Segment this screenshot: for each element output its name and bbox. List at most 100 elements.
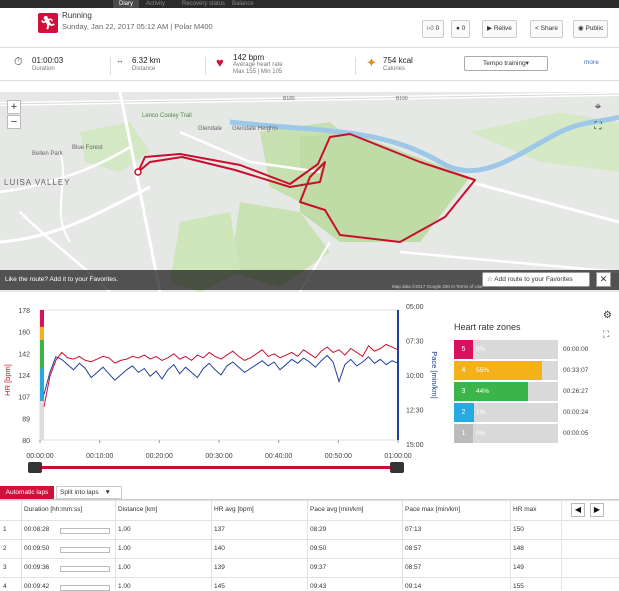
- split-label: Split into laps: [60, 489, 99, 496]
- add-route-label: Add route to your Favorites: [494, 276, 573, 283]
- hr-zone-time: 00:00:00: [563, 346, 589, 353]
- fullscreen-icon[interactable]: ⛶: [594, 121, 602, 132]
- share-button[interactable]: < Share: [530, 20, 563, 38]
- laps-tab-bar: [0, 486, 619, 500]
- table-row[interactable]: [0, 577, 619, 578]
- x-tick-label: 01:00:00: [384, 453, 411, 460]
- session-subtitle: Sunday, Jan 22, 2017 05:12 AM | Polar M4…: [62, 22, 213, 31]
- map-place-label: Glendale Heights: [232, 126, 279, 132]
- divider: [110, 57, 111, 75]
- hr-zone-time: 00:00:24: [563, 409, 589, 416]
- cell-hr-avg: 140: [214, 545, 225, 552]
- hr-zone-percent: 55%: [476, 367, 490, 374]
- cell-hr-max: 149: [513, 564, 524, 571]
- hr-zone-strip-3: [40, 339, 44, 369]
- lap-duration-bar: [60, 528, 110, 534]
- tempo-training-dropdown[interactable]: Tempo training▾: [464, 56, 548, 71]
- avg-hr-label: Average heart rate: [233, 62, 283, 68]
- range-selector-bar: [36, 466, 404, 469]
- col-hr-avg[interactable]: HR avg [bpm]: [214, 506, 254, 513]
- divider: [211, 500, 212, 590]
- settings-gear-icon[interactable]: ⚙: [603, 310, 612, 321]
- relive-label: Relive: [493, 25, 512, 32]
- map-place-label: Blue Forest: [72, 145, 103, 151]
- cell-distance: 1.00: [118, 526, 131, 533]
- share-label: Share: [540, 25, 558, 32]
- cell-distance: 1.00: [118, 564, 131, 571]
- hr-zone-time: 00:33:07: [563, 367, 589, 374]
- y-left-tick-label: 178: [18, 308, 30, 315]
- col-distance[interactable]: Distance [km]: [118, 506, 158, 513]
- x-tick-label: 00:00:00: [26, 453, 53, 460]
- calories-value: 754 kcal: [383, 56, 413, 65]
- avg-hr-value: 142 bpm: [233, 53, 265, 62]
- divider: [355, 57, 356, 75]
- range-handle-left: [28, 462, 42, 473]
- hr-pace-chart[interactable]: 178 160 142 124 107 89 80 05:00 07:30 10:00 12:30 1…: [0, 300, 619, 478]
- expand-icon[interactable]: ⛶: [603, 329, 610, 339]
- close-banner-button[interactable]: ✕: [596, 272, 611, 287]
- duration-label: Duration: [32, 66, 55, 72]
- tab-balance[interactable]: Balance: [232, 1, 254, 7]
- y-left-axis-label: HR [bpm]: [3, 364, 12, 396]
- cell-pace-max: 08:57: [405, 545, 422, 552]
- tab-recovery-status[interactable]: Recovery status: [182, 1, 226, 7]
- comment-button[interactable]: ● 0: [451, 20, 471, 38]
- star-icon: ☆: [487, 276, 493, 283]
- more-link[interactable]: more: [584, 59, 599, 66]
- visibility-button[interactable]: ◉ Public: [573, 20, 609, 38]
- running-icon: 🏃︎: [38, 13, 58, 33]
- y-left-tick-label: 124: [18, 373, 30, 380]
- road-label: B190: [396, 96, 408, 102]
- sport-title: Running: [62, 11, 92, 20]
- divider: [510, 500, 511, 590]
- tab-activity[interactable]: Activity: [146, 1, 166, 7]
- tab-automatic-laps[interactable]: Automatic laps: [0, 486, 54, 499]
- next-page-button[interactable]: ▶: [590, 503, 604, 517]
- cell-n: 1: [3, 526, 7, 533]
- hr-zone-percent: 0%: [476, 430, 486, 437]
- y-left-tick-label: 107: [18, 395, 30, 402]
- table-row[interactable]: [0, 520, 619, 521]
- zoom-out-button[interactable]: −: [7, 115, 21, 129]
- cell-pace-max: 09:14: [405, 583, 422, 590]
- range-handle-right: [390, 462, 404, 473]
- zoom-in-button[interactable]: +: [7, 100, 21, 114]
- hr-zone-row-4: 4 55%: [454, 361, 558, 380]
- y-right-tick-label: 10:00: [406, 373, 424, 380]
- y-left-tick-label: 160: [18, 330, 30, 337]
- cell-duration: 00:09:36: [24, 564, 50, 571]
- map-canvas: [0, 92, 619, 292]
- flame-icon: ✦: [366, 55, 377, 70]
- eye-icon: ◉: [578, 25, 584, 32]
- split-into-laps-dropdown[interactable]: Split into laps ▼: [56, 486, 122, 499]
- prev-page-button[interactable]: ◀: [571, 503, 585, 517]
- cell-duration: 00:09:42: [24, 583, 50, 590]
- route-map[interactable]: + − ⌖ ⛶: [0, 92, 619, 292]
- col-pace-max[interactable]: Pace max [min/km]: [405, 506, 461, 513]
- col-duration[interactable]: Duration [hh:mm:ss]: [24, 506, 83, 513]
- locate-icon[interactable]: ⌖: [594, 99, 602, 113]
- map-place-label: Glendale: [198, 126, 223, 132]
- cell-distance: 1.00: [118, 545, 131, 552]
- tab-diary[interactable]: Diary: [113, 0, 140, 8]
- col-hr-max[interactable]: HR max: [513, 506, 537, 513]
- heart-icon: ♥: [216, 55, 224, 70]
- y-right-axis-label: Pace [min/km]: [430, 351, 439, 399]
- hr-zone-percent: 1%: [476, 409, 486, 416]
- map-credit: Map data ©2017 Google 200 m Terms of Use: [392, 284, 483, 289]
- hr-zone-row-1: 1 0%: [454, 424, 558, 443]
- y-left-tick-label: 89: [22, 416, 30, 423]
- share-icon: <: [535, 25, 539, 32]
- divider: [402, 500, 403, 590]
- comment-count: 0: [461, 25, 466, 32]
- col-pace-avg[interactable]: Pace avg [min/km]: [310, 506, 364, 513]
- cell-pace-max: 07:13: [405, 526, 422, 533]
- distance-value: 6.32 km: [132, 56, 161, 65]
- table-row[interactable]: [0, 539, 619, 540]
- add-route-favorites-button[interactable]: ☆ Add route to your Favorites: [482, 272, 590, 287]
- table-row[interactable]: [0, 558, 619, 559]
- comment-icon: ●: [456, 25, 460, 32]
- relive-button[interactable]: ▶ Relive: [482, 20, 517, 38]
- like-button[interactable]: 👍︎ 0: [422, 20, 445, 38]
